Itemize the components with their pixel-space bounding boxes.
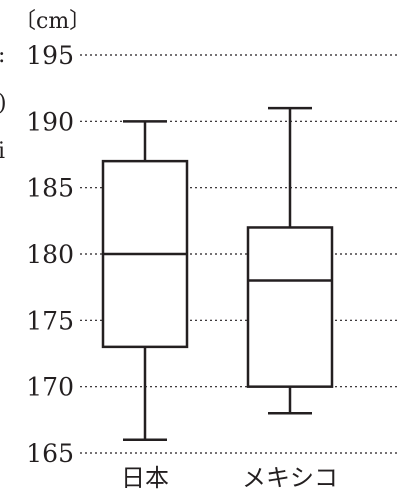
box-mexico [246,106,334,415]
y-tick-label-170: 170 [26,373,74,402]
iqr-box [246,226,334,388]
y-tick-label-190: 190 [26,107,74,136]
boxes [101,106,334,441]
y-tick-label-185: 185 [26,174,74,203]
edge-fragment-i: i [0,139,5,164]
y-tick-label-175: 175 [26,306,74,335]
category-labels: 日本 メキシコ [121,464,338,492]
grid-lines [80,54,398,454]
y-tick-label-165: 165 [26,439,74,468]
y-tick-label-195: 195 [26,41,74,70]
edge-fragment-paren: ) [0,91,7,116]
category-label-japan: 日本 [121,464,169,492]
unit-label: 〔cm〕 [14,9,91,34]
category-label-mexico: メキシコ [242,464,338,492]
y-tick-label-180: 180 [26,240,74,269]
y-axis-tick-labels: 165 170 175 180 185 190 195 [26,41,74,468]
box-japan [101,120,189,441]
edge-fragment-colon: : [0,43,5,68]
